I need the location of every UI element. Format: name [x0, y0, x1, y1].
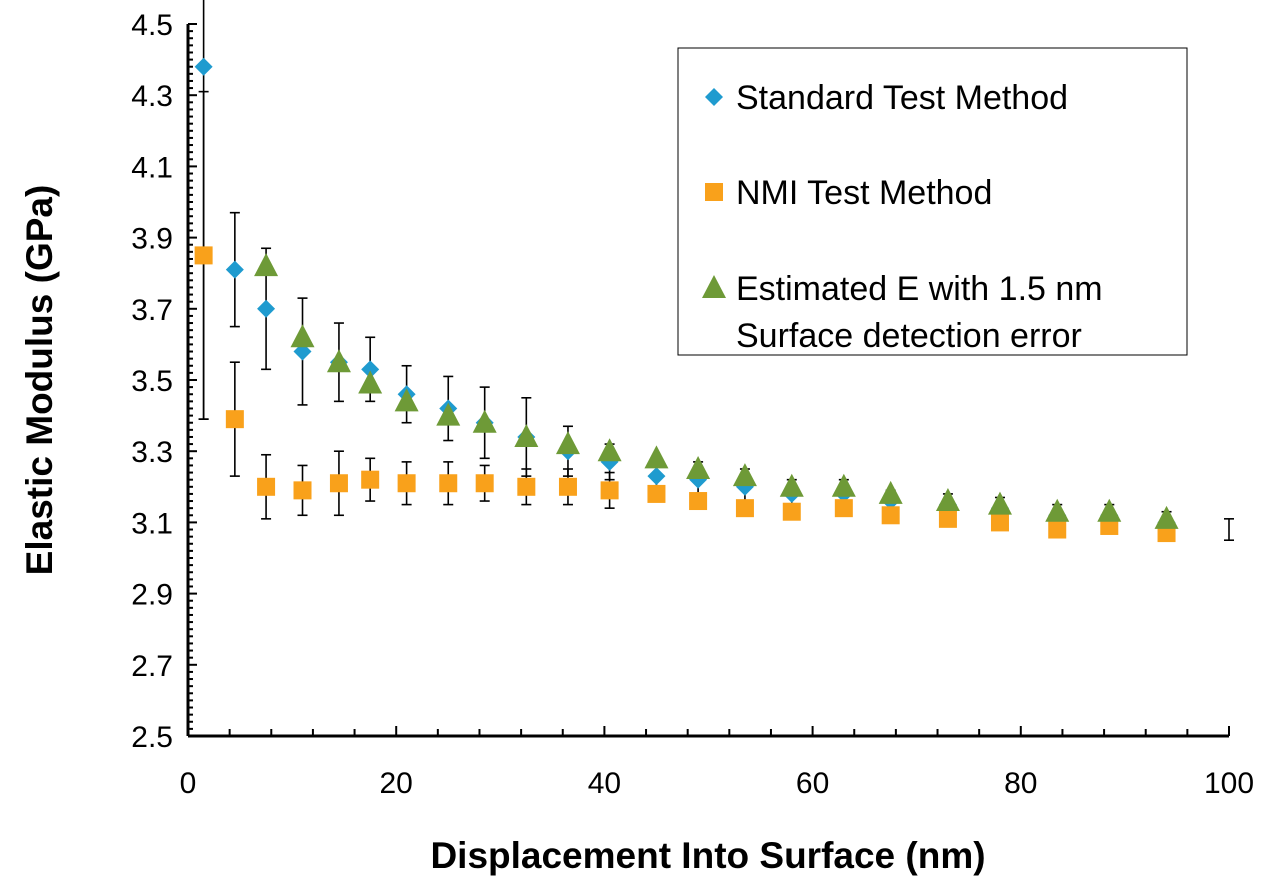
data-markers [194, 57, 1179, 543]
triangle-point [831, 473, 856, 497]
square-point [475, 474, 494, 493]
triangle-point [472, 409, 497, 433]
square-point [689, 492, 708, 511]
triangle-point [644, 445, 669, 469]
legend-label-line: NMI Test Method [736, 174, 992, 212]
square-point [1048, 520, 1067, 539]
legend-box [677, 47, 1188, 356]
legend-marker-triangle [702, 275, 726, 298]
x-tick-label: 40 [588, 767, 621, 800]
legend-label-line: Estimated E with 1.5 nm [736, 270, 1103, 308]
triangle-point [358, 370, 383, 394]
y-tick-label: 3.5 [131, 365, 173, 398]
y-tick-label: 4.5 [131, 9, 173, 42]
legend-marker-diamond [705, 88, 723, 106]
legend-label: Estimated E with 1.5 nm Surface detection… [736, 270, 1103, 355]
legend-label-line: Standard Test Method [736, 79, 1068, 117]
y-tick-label: 2.9 [131, 579, 173, 612]
square-point [439, 474, 458, 493]
square-point [293, 481, 312, 500]
triangle-point [1097, 498, 1122, 522]
triangle-point [436, 402, 461, 426]
y-tick-label: 3.9 [131, 223, 173, 256]
triangle-point [290, 324, 315, 348]
triangle-point [1045, 498, 1070, 522]
square-point [600, 481, 619, 500]
y-tick-label: 3.1 [131, 507, 173, 540]
square-point [881, 506, 900, 525]
legend: Standard Test Method NMI Test Method Estim… [677, 47, 1188, 356]
triangle-point [987, 491, 1012, 515]
triangle-point [514, 423, 539, 447]
square-point [225, 410, 244, 429]
diamond-point [194, 57, 213, 76]
y-tick-label: 4.3 [131, 80, 173, 113]
y-tick-label: 3.7 [131, 294, 173, 327]
x-tick-label: 60 [796, 767, 829, 800]
triangle-point [555, 431, 580, 455]
square-point [990, 513, 1009, 532]
triangle-point [597, 438, 622, 462]
axes [186, 24, 1229, 738]
square-point [517, 477, 536, 496]
legend-label-line: Surface detection error [736, 317, 1082, 355]
diamond-point [257, 299, 276, 318]
y-axis-title: Elastic Modulus (GPa) [19, 185, 60, 576]
diamond-point [361, 360, 380, 379]
square-point [397, 474, 416, 493]
square-point [834, 499, 853, 518]
square-point [194, 246, 213, 265]
square-point [782, 502, 801, 521]
x-tick-label: 100 [1204, 767, 1254, 800]
triangle-point [732, 463, 757, 487]
y-tick-label: 2.7 [131, 650, 173, 683]
diamond-point [647, 467, 666, 486]
legend-marker-square [705, 183, 723, 201]
y-tick-label: 3.3 [131, 436, 173, 469]
x-tick-label: 80 [1004, 767, 1037, 800]
square-point [558, 477, 577, 496]
triangle-point [779, 473, 804, 497]
triangle-point [1154, 505, 1179, 529]
square-point [647, 484, 666, 503]
square-point [329, 474, 348, 493]
triangle-point [326, 349, 351, 373]
y-axis-ticks: 2.5 2.7 2.9 3.1 3.3 3.5 3.7 3.9 4.1 4.3 4.5 [131, 9, 197, 754]
triangle-point [254, 253, 279, 277]
square-point [735, 499, 754, 518]
x-axis-title: Displacement Into Surface (nm) [430, 835, 985, 876]
square-point [361, 470, 380, 489]
x-tick-label: 20 [380, 767, 413, 800]
triangle-point [878, 480, 903, 504]
diamond-point [225, 260, 244, 279]
triangle-point [686, 456, 711, 479]
legend-label: Standard Test Method [736, 79, 1068, 117]
triangle-point [935, 488, 960, 512]
y-tick-label: 2.5 [131, 721, 173, 754]
square-point [938, 509, 957, 528]
x-tick-label: 0 [180, 767, 197, 800]
triangle-point [394, 388, 419, 412]
legend-label: NMI Test Method [736, 174, 992, 212]
square-point [257, 477, 276, 496]
y-tick-label: 4.1 [131, 151, 173, 184]
